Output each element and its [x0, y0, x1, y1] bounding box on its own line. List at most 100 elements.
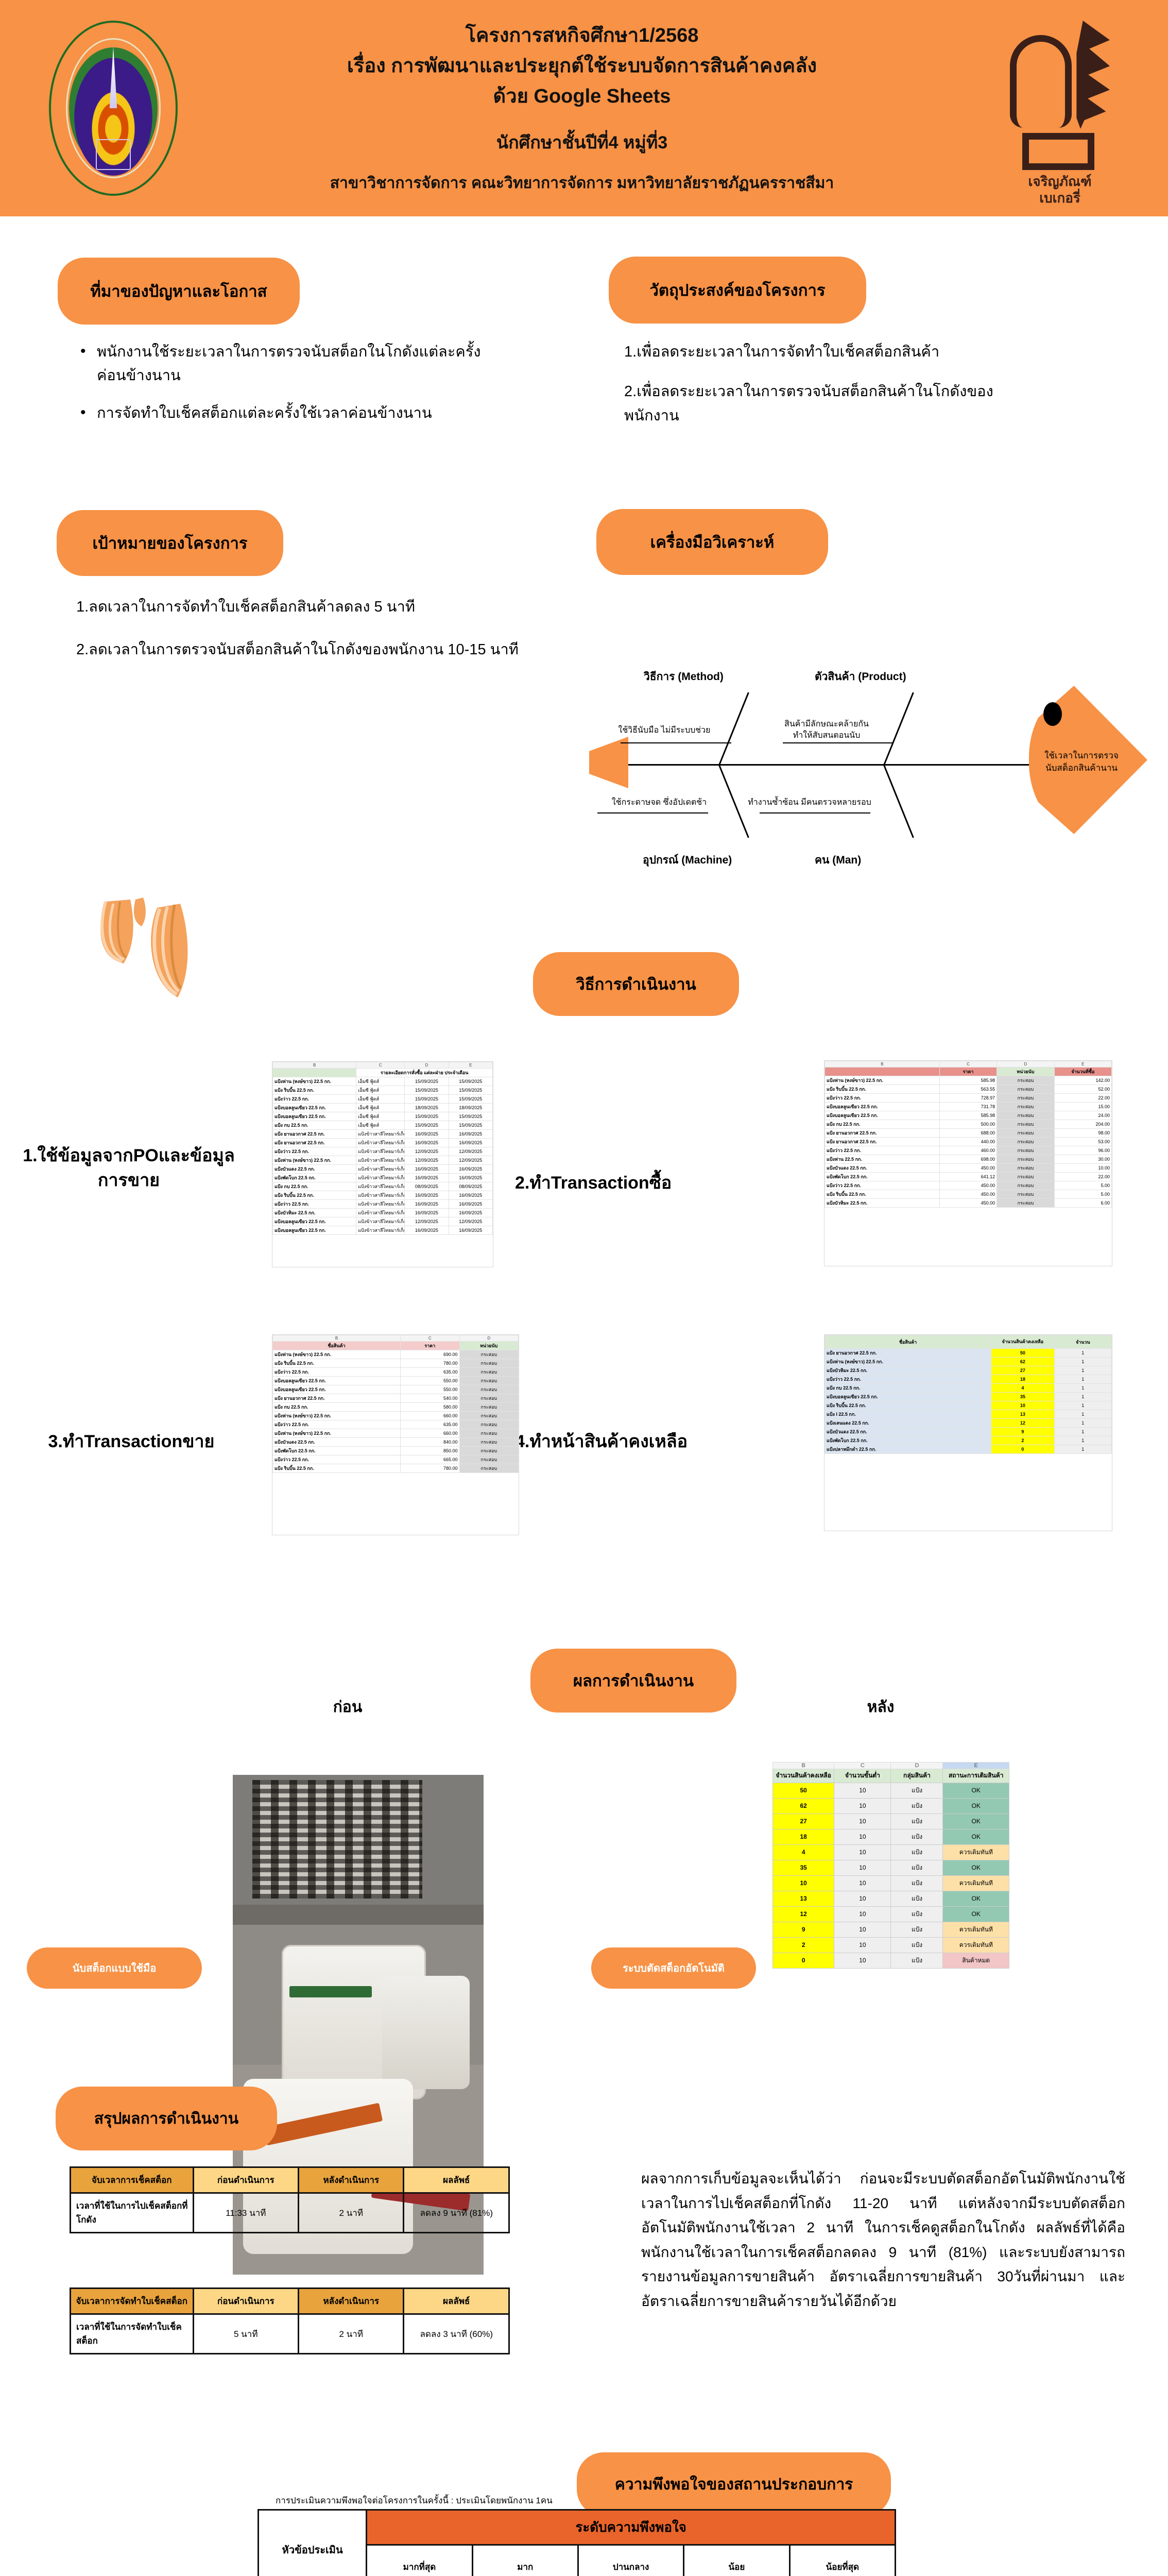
- fishbone-rib-man: [883, 765, 914, 838]
- seal-base-icon: [96, 139, 131, 170]
- table-cell: กระสอบ: [459, 1464, 519, 1473]
- spreadsheet-row: แป้งห่าน (หงษ์ขาว) 22.5 กก. 660.00 กระสอบ: [272, 1429, 519, 1438]
- table-cell: แป้งห่าน (หงษ์ขาว) 22.5 กก.: [825, 1357, 992, 1366]
- fishbone-cause-method: ใช้วิธีนับมือ ไม่มีระบบช่วย: [618, 726, 711, 735]
- table-cell: 440.00: [939, 1137, 998, 1146]
- table-cell: B: [272, 1335, 401, 1342]
- after-tag-label: ระบบตัดสต็อกอัตโนมัติ: [623, 1963, 725, 1974]
- spreadsheet-buy[interactable]: B C D E ราคา หน่วยนับ จำนวนที่ซื้อ แป้งห่าน (หง…: [824, 1060, 1112, 1266]
- summary-data-row: เวลาที่ใช้ในการจัดทำใบเช็คสต็อก 5 นาที 2 น…: [70, 2313, 510, 2354]
- table-cell: กระสอบ: [459, 1429, 519, 1438]
- table-cell: สินค้าหมด: [942, 1952, 1009, 1969]
- table-cell: กระสอบ: [997, 1198, 1055, 1208]
- table-cell: 450.00: [939, 1163, 998, 1173]
- table-cell: กระสอบ: [997, 1128, 1055, 1138]
- table-cell: กระสอบ: [459, 1350, 519, 1359]
- before-tag-pill: นับสต็อกแบบใช้มือ: [27, 1947, 202, 1989]
- table-cell: แป้ง ริบบิ้น 22.5 กก.: [272, 1464, 401, 1473]
- spreadsheet-sell[interactable]: B C D ชื่อสินค้า ราคา หน่วยนับ แป้งห่าน (หงษ์ข…: [272, 1334, 519, 1535]
- spreadsheet-row: แป้ง กบ 22.5 กก. 580.00 กระสอบ: [272, 1402, 519, 1412]
- table-cell: เวลาที่ใช้ในการจัดทำใบเช็คสต็อก: [70, 2313, 194, 2354]
- table-cell: แป้ง กบ 22.5 กก.: [825, 1120, 940, 1129]
- table-cell: 08/09/2025: [448, 1182, 493, 1191]
- table-cell: 27: [991, 1366, 1055, 1375]
- table-cell: 13: [772, 1890, 835, 1907]
- after-stock-table[interactable]: B C D E จำนวนสินค้าคงเหลือ จำนวนขั้นต่ำ กลุ่มส…: [772, 1762, 1009, 1969]
- table-cell: กระสอบ: [997, 1155, 1055, 1164]
- table-cell: แป้ง ยานอวกาศ 22.5 กก.: [272, 1129, 357, 1139]
- table-cell: เอ็มซี ฟู้ดส์: [356, 1121, 405, 1130]
- spreadsheet-stock[interactable]: ชื่อสินค้า จำนวนสินค้าคงเหลือ จำนวน แป้ง ยา…: [824, 1334, 1112, 1531]
- table-cell: หน่วยนับ: [997, 1067, 1055, 1076]
- satisfaction-heading-pill: ความพึงพอใจของสถานประกอบการ: [577, 2452, 891, 2516]
- table-cell: OK: [942, 1798, 1009, 1814]
- table-cell: 540.00: [400, 1394, 460, 1403]
- spreadsheet-row: แป้งบัวหิมะ 22.5 กก. แป้งข้าวสาลีไทยมาร์เ…: [272, 1208, 493, 1217]
- table-cell: แป้งห่าน (หงษ์ขาว) 22.5 กก.: [272, 1077, 357, 1086]
- method-step-4-label: 4.ทำหน้าสินค้าคงเหลือ: [515, 1432, 688, 1451]
- table-cell: 142.00: [1054, 1076, 1112, 1085]
- table-cell: แป้ง: [890, 1890, 943, 1907]
- summary-header-row: จับเวลาการจัดทำใบเช็คสต็อก ก่อนดำเนินการห…: [70, 2287, 510, 2315]
- after-data-row: 10 10 แป้ง ควรเติมทันที: [772, 1875, 1009, 1891]
- table-cell: E: [448, 1062, 493, 1069]
- table-cell: 13: [991, 1410, 1055, 1419]
- table-cell: แป้งบัวแดง 22.5 กก.: [272, 1437, 401, 1447]
- table-cell: 1: [1054, 1392, 1112, 1401]
- fishbone-cause-line-man: [760, 812, 870, 814]
- table-cell: 665.00: [400, 1455, 460, 1464]
- spreadsheet-row: แป้ง ริบบิ้น 22.5 กก. 780.00 กระสอบ: [272, 1359, 519, 1368]
- table-cell: กระสอบ: [997, 1120, 1055, 1129]
- satisfaction-caption: การประเมินความพึงพอใจต่อโครงการในครั้งนี…: [276, 2496, 553, 2505]
- satisfaction-table-wrap[interactable]: หัวข้อประเมิน ระดับความพึงพอใจ มากที่สุด มา…: [257, 2509, 897, 2576]
- table-cell: แป้ง ริบบิ้น 22.5 กก.: [272, 1359, 401, 1368]
- spreadsheet-po[interactable]: B C D E รายละเอียดการสั่งซื้อ แต่ละฝ่าย ประจ…: [272, 1061, 493, 1267]
- table-cell: แป้ง ยานอวกาศ 22.5 กก.: [272, 1394, 401, 1403]
- table-cell: 16/09/2025: [448, 1199, 493, 1209]
- table-cell: 660.00: [400, 1429, 460, 1438]
- table-cell: OK: [942, 1782, 1009, 1799]
- table-cell: 2 นาที: [298, 2313, 405, 2354]
- fish-eye-icon: [1043, 702, 1062, 726]
- table-cell: [272, 1068, 357, 1077]
- table-cell: แป้งว่าว 22.5 กก.: [272, 1094, 357, 1104]
- sheet-header-row: รายละเอียดการสั่งซื้อ แต่ละฝ่าย ประจำเดื…: [272, 1068, 493, 1077]
- table-cell: 204.00: [1054, 1120, 1112, 1129]
- spreadsheet-row: แป้งบอลลูนเขียว 22.5 กก. 550.00 กระสอบ: [272, 1385, 519, 1394]
- table-cell: 10: [834, 1937, 891, 1953]
- table-cell: แป้งบัวแดง 22.5 กก.: [825, 1427, 992, 1436]
- table-cell: ก่อนดำเนินการ: [192, 2287, 300, 2315]
- table-cell: 16/09/2025: [404, 1164, 449, 1174]
- table-cell: 16/09/2025: [404, 1129, 449, 1139]
- table-cell: 50: [772, 1782, 835, 1799]
- table-cell: C: [939, 1061, 998, 1067]
- table-cell: 15/09/2025: [448, 1077, 493, 1086]
- table-cell: กระสอบ: [459, 1376, 519, 1385]
- table-cell: กระสอบ: [997, 1102, 1055, 1111]
- spreadsheet-row: แป้ง กบ 22.5 กก. แป้งข้าวสาลีไทยมาร์เก็ต 0…: [272, 1182, 493, 1191]
- objective-heading-label: วัตถุประสงค์ของโครงการ: [649, 281, 826, 299]
- after-header-row: จำนวนสินค้าคงเหลือ จำนวนขั้นต่ำ กลุ่มสินค้…: [772, 1769, 1009, 1783]
- table-cell: E: [1054, 1061, 1112, 1067]
- table-cell: แป้งข้าวสาลีไทยมาร์เก็ต: [356, 1182, 405, 1191]
- table-cell: 450.00: [939, 1181, 998, 1190]
- table-cell: จับเวลาการจัดทำใบเช็คสต็อก: [70, 2287, 194, 2315]
- table-cell: แป้ง: [890, 1828, 943, 1845]
- table-cell: แป้งว่าว 22.5 กก.: [825, 1093, 940, 1103]
- table-cell: 10: [834, 1859, 891, 1876]
- satisfaction-header-row-1: หัวข้อประเมิน ระดับความพึงพอใจ: [257, 2509, 896, 2576]
- spreadsheet-row: แป้งบัวแดง 22.5 กก. 9 1: [825, 1427, 1112, 1436]
- spreadsheet-row: แป้งว่าว 22.5 กก. เอ็มซี ฟู้ดส์ 15/09/2025…: [272, 1094, 493, 1104]
- table-cell: 635.00: [400, 1367, 460, 1377]
- table-cell: 731.78: [939, 1102, 998, 1111]
- table-cell: 30.00: [1054, 1155, 1112, 1164]
- table-cell: 840.00: [400, 1437, 460, 1447]
- table-cell: สถานะการเติมสินค้า: [942, 1769, 1009, 1783]
- table-cell: 16/09/2025: [448, 1138, 493, 1147]
- table-cell: แป้ง กบ 22.5 กก.: [272, 1121, 357, 1130]
- spreadsheet-row: แป้งว่าว 22.5 กก. 728.97 กระสอบ 22.00: [825, 1093, 1112, 1103]
- spreadsheet-row: แป้ง ยานอวกาศ 22.5 กก. แป้งข้าวสาลีไทยมาร…: [272, 1129, 493, 1139]
- spreadsheet-row: แป้งเลนแดง 22.5 กก. 12 1: [825, 1418, 1112, 1428]
- method-heading-label: วิธีการดำเนินงาน: [576, 975, 696, 993]
- table-cell: กระสอบ: [997, 1163, 1055, 1173]
